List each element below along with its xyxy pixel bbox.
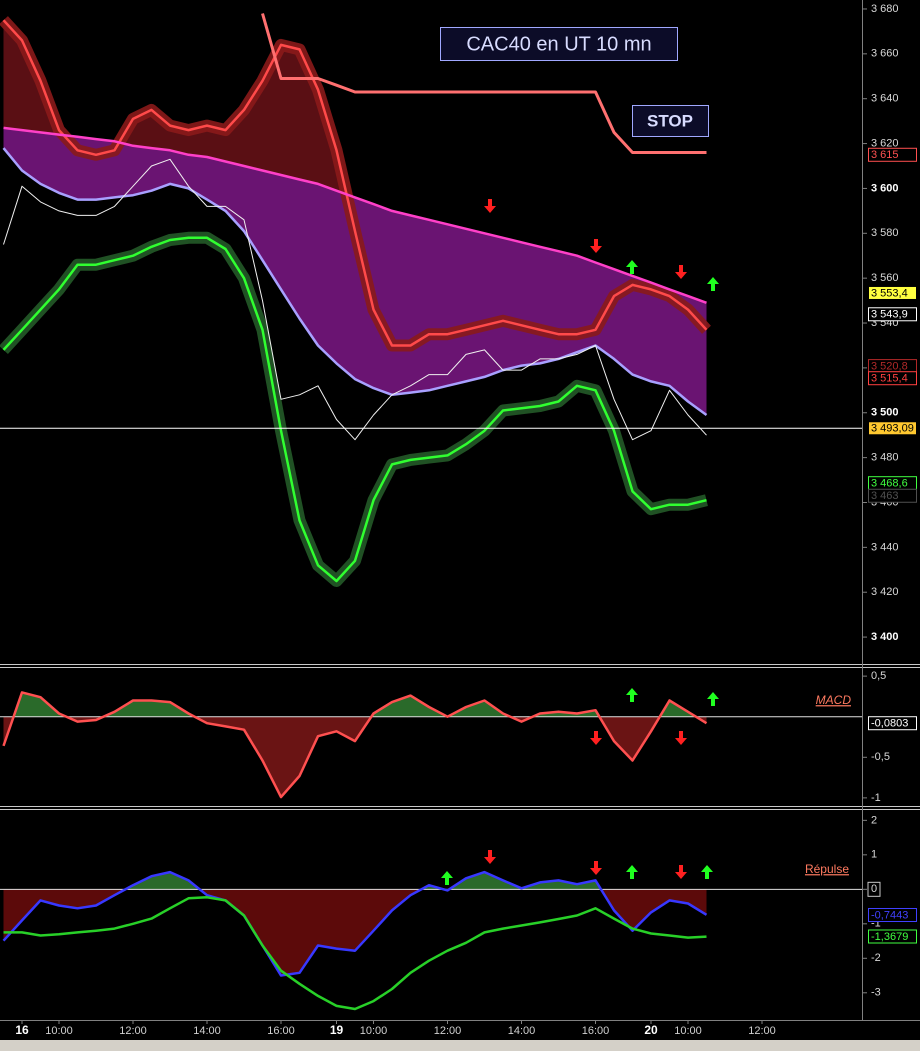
value-tag <box>868 147 917 162</box>
y-tick-label: 3 580 <box>871 227 899 239</box>
x-tick-label: 16:00 <box>267 1025 295 1037</box>
y-tick-label: 2 <box>871 814 877 826</box>
y-tick-label: -2 <box>871 952 881 964</box>
stop-box <box>632 105 709 137</box>
series-line <box>3 126 707 304</box>
value-tag-label: 3 615 <box>871 149 899 161</box>
y-tick-label: 3 660 <box>871 48 899 60</box>
y-tick-label: 3 560 <box>871 272 899 284</box>
stop-label: STOP <box>647 111 693 130</box>
value-tag <box>868 421 917 436</box>
x-tick-label: 12:00 <box>748 1025 776 1037</box>
panel <box>0 870 862 1011</box>
value-tag-label: -0,7443 <box>871 909 908 921</box>
y-tick-label: 0,5 <box>871 670 886 682</box>
value-tag-label: 3 463 <box>871 490 899 502</box>
x-tick-label: 20 <box>644 1023 658 1037</box>
zero-tick-box <box>867 881 881 897</box>
y-tick-label: 3 480 <box>871 452 899 464</box>
y-tick-label: -3 <box>871 987 881 999</box>
value-tag <box>868 929 917 944</box>
macd-label: MACD <box>816 693 852 707</box>
negative-fill <box>3 716 707 798</box>
value-tag <box>868 371 917 386</box>
y-tick-label: 3 620 <box>871 137 899 149</box>
y-tick-label: 1 <box>871 849 877 861</box>
y-tick-label: 3 440 <box>871 541 899 553</box>
value-tag <box>868 285 917 300</box>
y-tick-label: -1 <box>871 918 881 930</box>
x-tick-label: 10:00 <box>360 1025 388 1037</box>
value-tag-label: 3 553,4 <box>871 287 908 299</box>
y-tick-label: 3 420 <box>871 586 899 598</box>
series-line <box>2 236 707 583</box>
x-tick-label: 14:00 <box>508 1025 536 1037</box>
y-tick-label: 3 400 <box>871 631 899 643</box>
repulse-label: Répulse <box>805 862 849 876</box>
y-tick-label: 3 640 <box>871 93 899 105</box>
y-tick-label: 3 500 <box>871 407 899 419</box>
y-tick-label: -1 <box>871 792 881 804</box>
value-tag-label: 3 468,6 <box>871 478 908 490</box>
y-tick-label: 3 600 <box>871 182 899 194</box>
value-tag <box>868 488 917 503</box>
series-line <box>3 896 707 1011</box>
y-tick-label: -0,5 <box>871 751 890 763</box>
negative-fill <box>3 889 707 976</box>
y-tick-label: 3 680 <box>871 3 899 15</box>
value-tag-label: -0,0803 <box>871 718 908 730</box>
scroll-bar[interactable] <box>0 1040 920 1051</box>
x-tick-label: 14:00 <box>193 1025 221 1037</box>
value-tag-label: -1,3679 <box>871 931 908 943</box>
chart-title: CAC40 en UT 10 mn <box>466 33 651 55</box>
value-tag <box>868 307 917 322</box>
value-tag <box>868 716 917 731</box>
series-line <box>3 158 707 441</box>
x-tick-label: 10:00 <box>674 1025 702 1037</box>
value-tag-label: 3 493,09 <box>871 423 914 435</box>
value-tag-label: 3 543,9 <box>871 309 908 321</box>
x-tick-label: 10:00 <box>45 1025 73 1037</box>
value-tag-label: 3 520,8 <box>871 361 908 373</box>
series-line <box>2 147 708 417</box>
series-line <box>2 870 708 977</box>
value-tag-label: 3 515,4 <box>871 373 908 385</box>
x-tick-label: 12:00 <box>119 1025 147 1037</box>
positive-fill <box>3 692 707 717</box>
series-line <box>261 13 707 154</box>
title-box <box>440 27 678 61</box>
panel <box>0 691 862 799</box>
panel <box>0 13 711 587</box>
x-tick-label: 12:00 <box>434 1025 462 1037</box>
series-line <box>2 19 708 347</box>
x-tick-label: 19 <box>330 1023 344 1037</box>
band-fill <box>3 127 707 415</box>
series-line <box>2 691 708 799</box>
value-tag <box>868 907 917 922</box>
x-tick-label: 16:00 <box>582 1025 610 1037</box>
y-tick-label: 0 <box>871 883 877 895</box>
x-tick-label: 16 <box>15 1023 29 1037</box>
